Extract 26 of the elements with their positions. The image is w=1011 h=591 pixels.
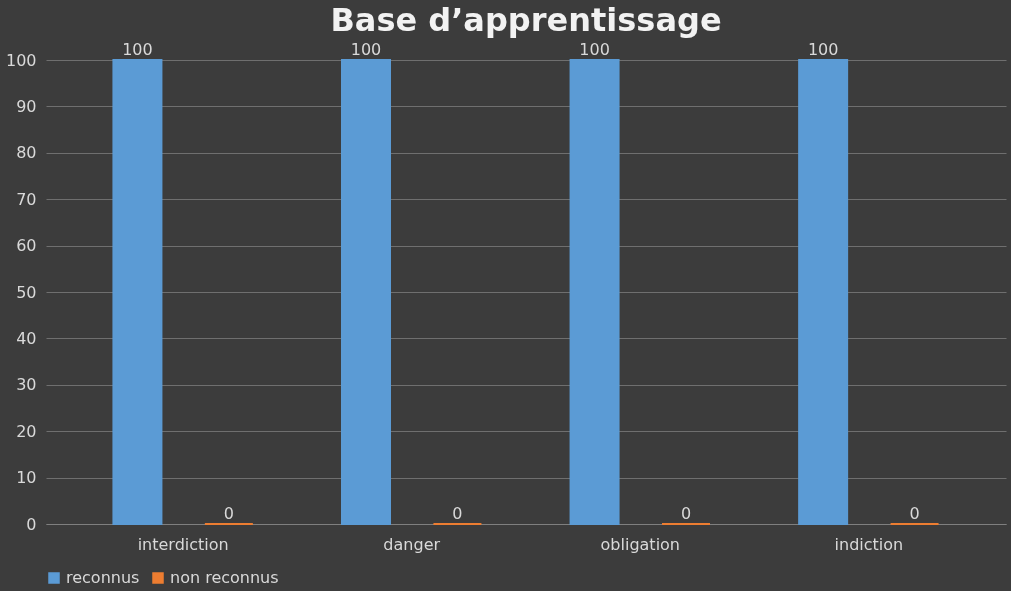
y-tick-label: 30: [16, 375, 37, 395]
data-label: 0: [452, 504, 463, 523]
legend-label: reconnus: [66, 568, 140, 587]
y-tick-label: 70: [16, 189, 37, 209]
x-tick-label: obligation: [600, 534, 681, 554]
y-tick-label: 100: [5, 50, 37, 70]
x-tick-label: interdiction: [137, 534, 229, 554]
data-label: 0: [680, 504, 692, 523]
legend-label: non reconnus: [170, 568, 279, 587]
data-label: 100: [350, 40, 382, 59]
data-label: 0: [909, 504, 920, 523]
y-tick-label: 0: [26, 514, 37, 534]
y-tick-label: 40: [16, 328, 37, 348]
y-tick-label: 20: [16, 421, 37, 441]
y-tick-label: 60: [16, 236, 37, 256]
chart-title: Base d’apprentissage: [330, 1, 722, 39]
data-label: 100: [579, 40, 610, 59]
data-label: 0: [223, 504, 234, 523]
x-tick-label: indiction: [834, 534, 904, 554]
y-tick-label: 50: [16, 282, 37, 302]
data-label: 100: [807, 40, 839, 59]
y-tick-label: 10: [16, 468, 37, 488]
x-tick-label: danger: [383, 534, 441, 554]
y-tick-label: 80: [16, 143, 37, 163]
data-label: 100: [122, 40, 153, 59]
y-tick-label: 90: [16, 96, 37, 116]
